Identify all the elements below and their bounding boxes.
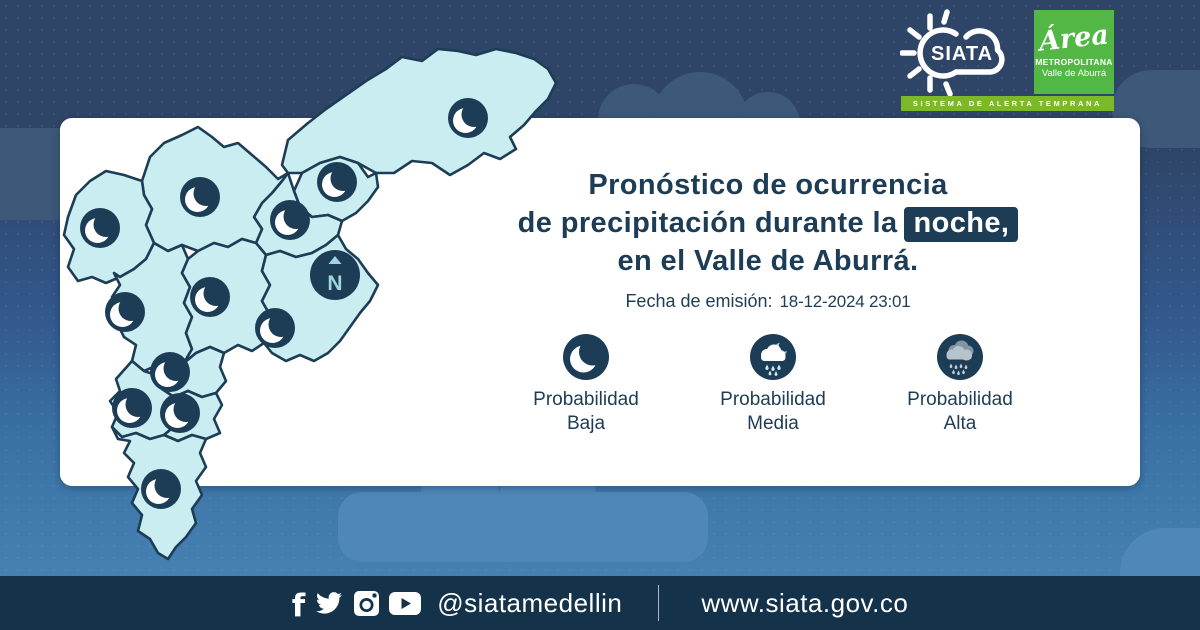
municipality-moon-icon [112, 388, 152, 428]
legend-item-media: Probabilidad Media [685, 334, 861, 436]
instagram-icon [354, 590, 380, 616]
area-metropolitana-logo: Área METROPOLITANA Valle de Aburrá [1034, 10, 1114, 94]
municipality-moon-icon [448, 98, 488, 138]
siata-tagline-bar: SISTEMA DE ALERTA TEMPRANA [901, 96, 1114, 111]
north-compass-icon: N [310, 250, 360, 300]
footer-divider [658, 585, 660, 621]
social-handle: @siatamedellin [437, 587, 623, 618]
cloud-heavy-rain-icon [937, 334, 983, 380]
cloud-outline-icon [953, 28, 1005, 75]
municipality-moon-icon [80, 208, 120, 248]
twitter-icon [316, 592, 343, 614]
website-url: www.siata.gov.co [701, 587, 909, 618]
municipality-moon-icon [150, 352, 190, 392]
municipality-moon-icon [255, 308, 295, 348]
municipality-moon-icon [160, 393, 200, 433]
legend-label: Probabilidad Media [720, 389, 826, 434]
cloud-moon-rain-icon [750, 334, 796, 380]
emission-label: Fecha de emisión: [625, 291, 773, 311]
facebook-icon: f [291, 588, 306, 624]
legend-label: Probabilidad Baja [533, 389, 639, 434]
moon-icon [563, 334, 609, 380]
municipality-moon-icon [190, 277, 230, 317]
probability-legend: Probabilidad Baja [498, 334, 1048, 436]
legend-item-baja: Probabilidad Baja [498, 334, 674, 436]
title-highlight-noche: noche, [904, 207, 1019, 242]
footer-bar: f @siatamedellin www.siata.gov.co [0, 576, 1200, 630]
area-script-wordmark: Área [1037, 19, 1111, 58]
sun-arc-icon [917, 27, 959, 79]
sun-rays-icon [900, 9, 953, 96]
legend-item-alta: Probabilidad Alta [872, 334, 1048, 436]
title-line-3: en el Valle de Aburrá. [617, 245, 919, 277]
headline-block: Pronóstico de ocurrencia de precipitació… [468, 166, 1068, 312]
legend-label: Probabilidad Alta [907, 389, 1013, 434]
municipality-moon-icon [141, 469, 181, 509]
siata-wordmark: SIATA [931, 43, 993, 65]
social-icons: f [291, 588, 422, 624]
municipality-moon-icon [317, 162, 357, 202]
siata-logo: SIATA [900, 9, 1005, 96]
title-line-1: Pronóstico de ocurrencia [588, 169, 948, 201]
municipality-moon-icon [180, 177, 220, 217]
svg-text:N: N [327, 272, 342, 295]
valle-de-aburra-map: N [62, 47, 558, 561]
municipality-moon-icon [270, 200, 310, 240]
municipality-moon-icon [105, 292, 145, 332]
title-line-2: de precipitación durante la noche, [468, 204, 1068, 242]
municipality-shape [280, 47, 558, 177]
youtube-icon [389, 591, 422, 615]
emission-line: Fecha de emisión: 18-12-2024 23:01 [468, 291, 1068, 312]
emission-datetime: 18-12-2024 23:01 [779, 292, 911, 311]
title-line-2-text: de precipitación durante la [517, 207, 898, 239]
